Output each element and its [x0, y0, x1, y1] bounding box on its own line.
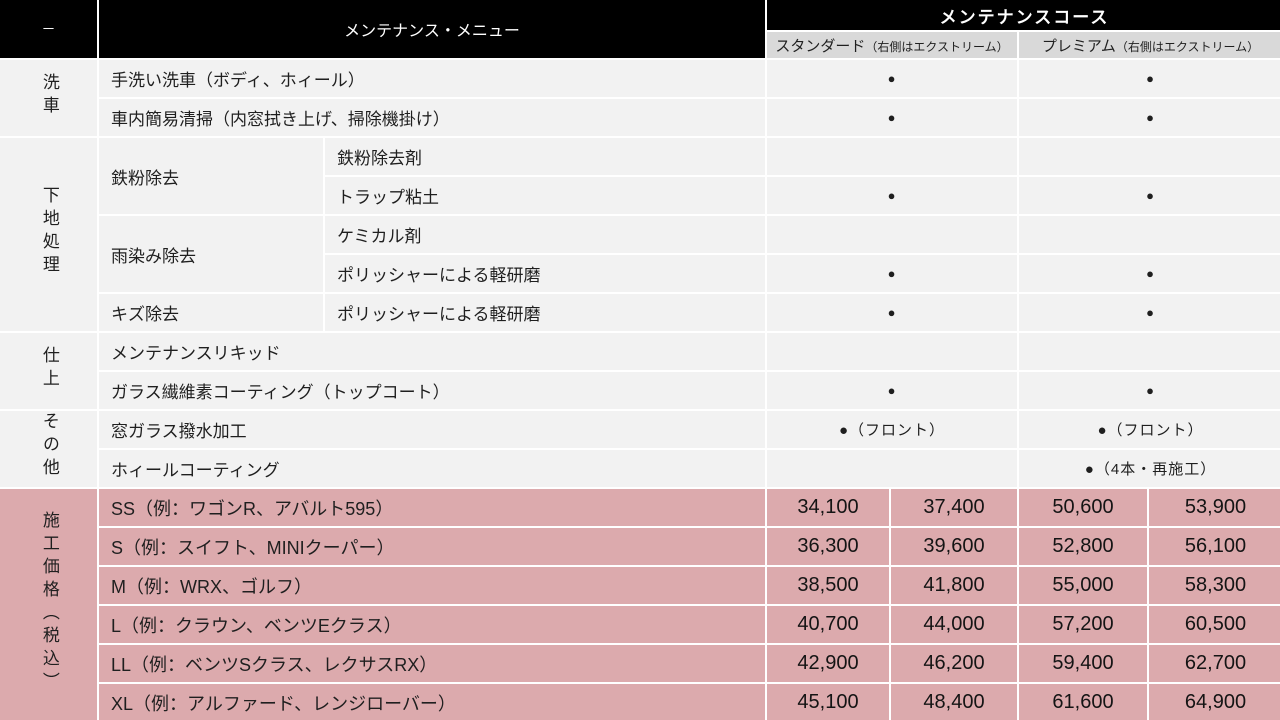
- standard-mark-cell: [765, 448, 1019, 489]
- menu-cell: ポリッシャーによる軽研磨: [323, 253, 767, 294]
- price-premium-extreme: 53,900: [1147, 487, 1280, 528]
- menu-cell: メンテナンスリキッド: [97, 331, 767, 372]
- price-standard-extreme: 46,200: [889, 643, 1019, 684]
- standard-mark-cell: ●: [765, 58, 1019, 99]
- premium-mark-cell: ●: [1017, 97, 1280, 138]
- standard-mark-cell: ●: [765, 370, 1019, 411]
- price-standard: 42,900: [765, 643, 891, 684]
- price-standard: 38,500: [765, 565, 891, 606]
- size-label-cell: LL（例：ベンツSクラス、レクサスRX）: [97, 643, 767, 684]
- submenu-cell: キズ除去: [97, 292, 325, 333]
- group-label-price: 施工価格（税込）: [0, 487, 99, 720]
- price-premium: 52,800: [1017, 526, 1149, 567]
- premium-mark-cell: ●: [1017, 253, 1280, 294]
- standard-mark-cell: ●（フロント）: [765, 409, 1019, 450]
- premium-mark-cell: ●: [1017, 292, 1280, 333]
- group-label-finish: 仕上: [0, 331, 99, 411]
- price-premium: 57,200: [1017, 604, 1149, 645]
- price-standard-extreme: 41,800: [889, 565, 1019, 606]
- menu-cell: ケミカル剤: [323, 214, 767, 255]
- standard-mark-cell: ●: [765, 97, 1019, 138]
- premium-mark-cell: [1017, 331, 1280, 372]
- premium-label: プレミアム: [1041, 37, 1116, 55]
- price-premium: 50,600: [1017, 487, 1149, 528]
- group-label-others: その他: [0, 409, 99, 489]
- price-premium-extreme: 58,300: [1147, 565, 1280, 606]
- menu-cell: 手洗い洗車（ボディ、ホィール）: [97, 58, 767, 99]
- menu-cell: 車内簡易清掃（内窓拭き上げ、掃除機掛け）: [97, 97, 767, 138]
- menu-cell: ポリッシャーによる軽研磨: [323, 292, 767, 333]
- menu-cell: トラップ粘土: [323, 175, 767, 216]
- corner-dash-cell: －: [0, 0, 99, 60]
- price-standard-extreme: 37,400: [889, 487, 1019, 528]
- price-premium-extreme: 60,500: [1147, 604, 1280, 645]
- standard-mark-cell: [765, 214, 1019, 255]
- standard-mark-cell: [765, 331, 1019, 372]
- price-premium: 55,000: [1017, 565, 1149, 606]
- course-header: メンテナンスコース: [765, 0, 1280, 32]
- standard-mark-cell: ●: [765, 253, 1019, 294]
- size-label-cell: L（例：クラウン、ベンツEクラス）: [97, 604, 767, 645]
- premium-mark-cell: ●: [1017, 175, 1280, 216]
- size-label-cell: S（例：スイフト、MINIクーパー）: [97, 526, 767, 567]
- price-standard-extreme: 39,600: [889, 526, 1019, 567]
- premium-mark-cell: [1017, 214, 1280, 255]
- menu-column-header: メンテナンス・メニュー: [97, 0, 767, 60]
- premium-column-header: プレミアム（右側はエクストリーム）: [1017, 30, 1280, 60]
- standard-mark-cell: [765, 136, 1019, 177]
- price-standard: 45,100: [765, 682, 891, 720]
- premium-mark-cell: [1017, 136, 1280, 177]
- menu-cell: 鉄粉除去剤: [323, 136, 767, 177]
- premium-note: （右側はエクストリーム）: [1115, 39, 1260, 54]
- menu-cell: ホィールコーティング: [97, 448, 767, 489]
- standard-column-header: スタンダード（右側はエクストリーム）: [765, 30, 1019, 60]
- price-premium: 59,400: [1017, 643, 1149, 684]
- submenu-cell: 鉄粉除去: [97, 136, 325, 216]
- premium-mark-cell: ●（フロント）: [1017, 409, 1280, 450]
- menu-cell: ガラス繊維素コーティング（トップコート）: [97, 370, 767, 411]
- premium-mark-cell: ●（4本・再施工）: [1017, 448, 1280, 489]
- group-label-base-treatment: 下地処理: [0, 136, 99, 333]
- price-standard-extreme: 48,400: [889, 682, 1019, 720]
- standard-mark-cell: ●: [765, 292, 1019, 333]
- price-standard: 36,300: [765, 526, 891, 567]
- price-premium-extreme: 56,100: [1147, 526, 1280, 567]
- submenu-cell: 雨染み除去: [97, 214, 325, 294]
- menu-cell: 窓ガラス撥水加工: [97, 409, 767, 450]
- price-standard: 34,100: [765, 487, 891, 528]
- price-premium-extreme: 62,700: [1147, 643, 1280, 684]
- price-standard: 40,700: [765, 604, 891, 645]
- price-premium: 61,600: [1017, 682, 1149, 720]
- standard-mark-cell: ●: [765, 175, 1019, 216]
- size-label-cell: XL（例：アルファード、レンジローバー）: [97, 682, 767, 720]
- price-standard-extreme: 44,000: [889, 604, 1019, 645]
- price-premium-extreme: 64,900: [1147, 682, 1280, 720]
- group-label-wash: 洗車: [0, 58, 99, 138]
- size-label-cell: M（例：WRX、ゴルフ）: [97, 565, 767, 606]
- premium-mark-cell: ●: [1017, 370, 1280, 411]
- premium-mark-cell: ●: [1017, 58, 1280, 99]
- standard-note: （右側はエクストリーム）: [865, 39, 1009, 54]
- size-label-cell: SS（例：ワゴンR、アバルト595）: [97, 487, 767, 528]
- standard-label: スタンダード: [775, 37, 866, 55]
